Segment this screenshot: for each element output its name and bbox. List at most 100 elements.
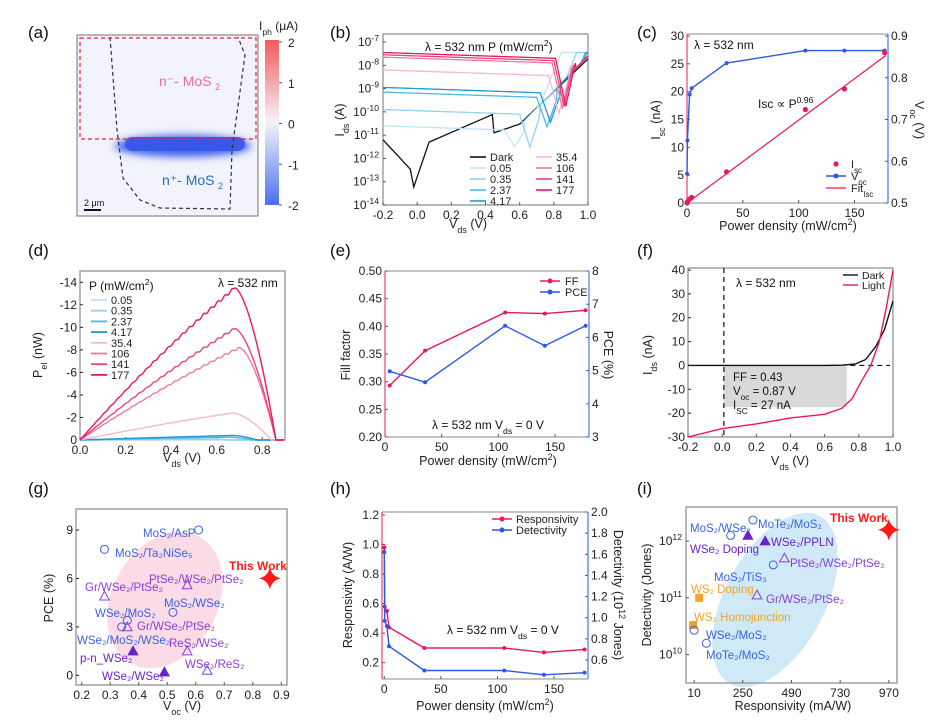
y-tick-label-f: -20 bbox=[668, 406, 686, 420]
subscript: 2 bbox=[218, 181, 223, 191]
y-tick-label-b: 10-7 bbox=[358, 33, 379, 49]
ff-point bbox=[583, 308, 588, 313]
point-label: MoS₂/WSe₂ bbox=[164, 598, 225, 610]
y-tick-label-right-c: 0.8 bbox=[891, 71, 908, 85]
y-tick-label-b: 10-8 bbox=[358, 56, 379, 72]
photocurrent-hotspot-core bbox=[125, 137, 245, 151]
marker-WSe₂/MoS₂ bbox=[689, 625, 699, 635]
y-tick-label-b: 10-12 bbox=[353, 149, 379, 165]
y-tick-label-d: -2 bbox=[66, 410, 77, 424]
isc-point bbox=[723, 169, 730, 175]
x-tick-label-h: 150 bbox=[544, 682, 564, 696]
iv-curve-light bbox=[687, 269, 894, 438]
y-tick-label-f: 10 bbox=[672, 335, 686, 349]
y-tick-label-left-c: 10 bbox=[671, 140, 685, 154]
point-label: WSe₂/MoS₂/WSe₂ bbox=[77, 635, 170, 647]
annotation-h: λ = 532 nm Vds = 0 V bbox=[447, 623, 559, 641]
marker-MoS₂/WSe₂ bbox=[726, 530, 736, 540]
point-label: Gr/WSe₂/PtSe₂ bbox=[85, 582, 163, 594]
x-tick-label-c: 100 bbox=[789, 206, 809, 220]
annotation-d: λ = 532 nm bbox=[218, 276, 278, 290]
pce-point bbox=[542, 343, 547, 348]
annotation-e: λ = 532 nm Vds = 0 V bbox=[432, 418, 544, 436]
y-tick-label-b: 10-10 bbox=[353, 103, 379, 119]
marker-PtSe₂/WSe₂/PtSe₂ bbox=[181, 579, 193, 590]
panel-label-a: (a) bbox=[28, 23, 49, 42]
point-label: WSe₂/ReS₂ bbox=[185, 659, 244, 671]
x-tick-label-g: 0.6 bbox=[187, 688, 204, 702]
x-tick-label-h: 50 bbox=[434, 682, 448, 696]
y-axis-label-left-e: Fill factor bbox=[339, 330, 353, 381]
marker-WSe₂/ReS₂ bbox=[201, 664, 213, 675]
y-tick-label-d: -4 bbox=[66, 388, 77, 402]
x-tick-label-g: 0.3 bbox=[102, 688, 119, 702]
y-tick-label-right-h: 1.6 bbox=[591, 547, 608, 561]
point-label: Gr/WSe₂/PtSe₂ bbox=[766, 594, 844, 606]
point-label: WSe₂/PPLN bbox=[771, 537, 834, 549]
legend-label-b: 0.35 bbox=[490, 174, 511, 186]
y-tick-label-f: 0 bbox=[678, 358, 685, 372]
legend-label-b: 2.37 bbox=[490, 185, 511, 197]
x-axis-label-b: Vds (V) bbox=[449, 217, 487, 235]
x-tick-label-c: 150 bbox=[844, 206, 864, 220]
y-tick-label-right-h: 1.4 bbox=[591, 568, 608, 582]
colorbar bbox=[265, 40, 279, 205]
legend-label-light: Light bbox=[862, 280, 885, 292]
comparison-region bbox=[712, 512, 838, 688]
marker-This Work bbox=[877, 518, 900, 541]
x-tick-label-i: 490 bbox=[781, 686, 801, 700]
responsivity-point bbox=[422, 645, 427, 650]
info-isc: ISC = 27 nA bbox=[733, 400, 791, 416]
legend-label-dark: Dark bbox=[862, 270, 885, 282]
detectivity-point bbox=[582, 670, 587, 675]
iv-curve-35.4 bbox=[382, 55, 589, 116]
x-tick-label-i: 250 bbox=[733, 686, 753, 700]
annotation-b: λ = 532 nm P (mW/cm2) bbox=[425, 38, 553, 54]
legend-label-d: 4.17 bbox=[111, 327, 132, 339]
legend-label-ff: FF bbox=[565, 276, 579, 288]
legend-label-b: 35.4 bbox=[556, 152, 577, 164]
marker-This Work bbox=[258, 567, 281, 590]
y-tick-label-right-h: 2.0 bbox=[591, 505, 608, 519]
point-label: WS₂ Doping bbox=[691, 584, 754, 596]
legend-marker-responsivity bbox=[499, 516, 505, 522]
legend-marker-isc bbox=[833, 161, 839, 167]
x-tick-label-h: 100 bbox=[487, 682, 507, 696]
region-label-n-plus: n⁺- MoS bbox=[162, 172, 215, 188]
point-label: WSe₂ Doping bbox=[690, 544, 759, 556]
iv-curve-4.17 bbox=[383, 51, 588, 125]
y-axis-label-g: PCE (%) bbox=[42, 574, 56, 623]
detectivity-point bbox=[422, 668, 427, 673]
detectivity-point bbox=[382, 618, 387, 623]
flake-outline bbox=[109, 36, 246, 210]
y-tick-label-left-e: 0.50 bbox=[359, 264, 383, 278]
point-label: This Work bbox=[830, 511, 888, 525]
y-tick-label-left-e: 0.25 bbox=[359, 402, 383, 416]
legend-label-b: 4.17 bbox=[490, 196, 511, 208]
y-axis-label-i: Detectivity (Jones) bbox=[640, 544, 654, 647]
y-tick-label-left-c: 5 bbox=[677, 168, 684, 182]
x-tick-label-c: 50 bbox=[736, 206, 750, 220]
legend-marker-ff bbox=[547, 278, 553, 284]
legend-label-d: 0.35 bbox=[111, 306, 132, 318]
y-tick-label-b: 10-11 bbox=[354, 126, 379, 142]
y-axis-label-b: Ids (A) bbox=[333, 103, 351, 136]
iv-curve-177 bbox=[383, 51, 589, 107]
x-tick-label-e: 0 bbox=[382, 440, 389, 454]
y-tick-label-b: 10-13 bbox=[353, 173, 379, 189]
responsivity-point bbox=[582, 647, 587, 652]
point-label: MoTe₂/MoS₂ bbox=[706, 650, 770, 662]
legend-label-isc: Isc bbox=[851, 159, 862, 175]
x-tick-label-e: 150 bbox=[545, 440, 565, 454]
iv-curve-0.35 bbox=[382, 51, 588, 150]
pel-curve-177 bbox=[79, 287, 284, 441]
y-tick-label-d: -14 bbox=[60, 275, 78, 289]
marker-MoTe₂/MoS₂ bbox=[748, 515, 758, 525]
panel-label-b: (b) bbox=[330, 23, 351, 42]
voc-point bbox=[803, 48, 808, 53]
scale-bar-label: 2 μm bbox=[84, 198, 104, 208]
detectivity-line bbox=[383, 552, 585, 676]
x-tick-label-g: 0.2 bbox=[73, 688, 90, 702]
responsivity-point bbox=[384, 609, 389, 614]
y-tick-label-g: 3 bbox=[66, 620, 73, 634]
